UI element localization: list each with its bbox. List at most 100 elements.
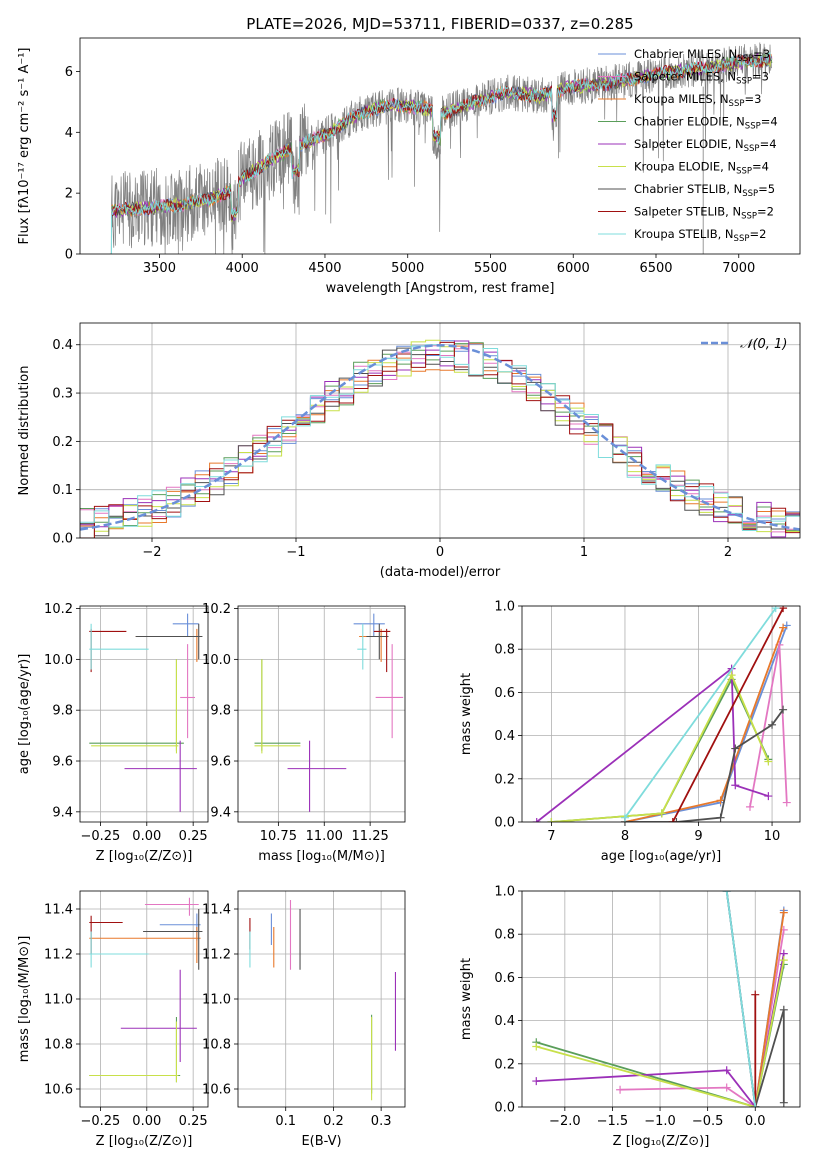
y-tick-label: 9.4 — [52, 805, 73, 820]
legend-label: Salpeter MILES, NSSP=3 — [634, 70, 769, 87]
y-tick-label: 11.2 — [44, 948, 73, 963]
axes-frame — [79, 322, 801, 539]
axes-frame — [237, 605, 406, 823]
x-tick-label: 0.1 — [275, 1114, 296, 1129]
y-axis-label: Flux [fλ10⁻¹⁷ erg cm⁻² s⁻¹ A⁻¹] — [17, 48, 32, 245]
x-tick-label: −1 — [286, 545, 305, 560]
x-tick-label: 0.0 — [745, 1114, 766, 1129]
massweight-marker — [722, 1066, 731, 1075]
legend-label: Salpeter ELODIE, NSSP=4 — [634, 137, 777, 154]
massweight-marker — [771, 606, 780, 613]
errorbar-panel-3: 10.75 11.00 11.25 9.4 9.6 9.8 10.0 10.2 mass [lo… — [202, 602, 406, 864]
y-tick-label: 0.6 — [494, 971, 515, 986]
massweight-marker — [716, 813, 725, 822]
y-tick-label: 11.0 — [44, 993, 73, 1008]
spectrum-legend: Chabrier MILES, NSSP=3 Salpeter MILES, NS… — [598, 47, 778, 244]
massweight-marker — [764, 792, 773, 801]
x-tick-label: 2 — [724, 545, 732, 560]
legend-label: Chabrier ELODIE, NSSP=4 — [634, 115, 778, 132]
axes-frame — [521, 605, 801, 823]
y-tick-label: 0.0 — [52, 532, 73, 547]
y-tick-label: 10.0 — [44, 653, 73, 668]
x-tick-label: 0.3 — [371, 1114, 392, 1129]
y-tick-label: 11.0 — [202, 993, 231, 1008]
x-tick-label: 0.25 — [179, 1114, 208, 1129]
x-tick-label: 4000 — [226, 261, 259, 276]
axes-frame — [79, 890, 209, 1108]
x-tick-label: 0 — [436, 545, 444, 560]
x-tick-label: −1.0 — [644, 1114, 676, 1129]
massweight-marker — [616, 1085, 625, 1094]
x-axis-label: mass [log₁₀(M/M⊙)] — [258, 849, 385, 864]
massweight-marker — [779, 1098, 788, 1107]
y-tick-label: 9.4 — [210, 805, 231, 820]
spectrum-panel: 3500 4000 4500 5000 5500 6000 6500 7000 0 2 4 6 wave… — [17, 37, 801, 296]
massweight-line-kroupa-elodie — [536, 959, 785, 1107]
legend-label: Kroupa STELIB, NSSP=2 — [634, 227, 766, 244]
massweight-marker — [620, 813, 629, 822]
y-axis-label: Normed distribution — [17, 366, 32, 496]
y-tick-label: 1.0 — [494, 600, 515, 615]
y-tick-label: 0.4 — [52, 338, 73, 353]
gaussian-curve — [80, 344, 800, 531]
massweight-marker — [779, 956, 788, 965]
massweight-marker — [668, 818, 677, 822]
x-tick-label: −0.25 — [80, 1114, 120, 1129]
x-tick-label: −2.0 — [549, 1114, 581, 1129]
y-tick-label: 0.1 — [52, 483, 73, 498]
histogram-salpeter-elodie — [80, 340, 800, 538]
y-tick-label: 1.0 — [494, 885, 515, 900]
y-tick-label: 10.6 — [44, 1083, 73, 1098]
x-tick-label: 9 — [694, 829, 702, 844]
x-tick-label: 8 — [621, 829, 629, 844]
y-tick-label: 10.0 — [202, 653, 231, 668]
y-tick-label: 0.4 — [494, 729, 515, 744]
massweight-marker — [779, 623, 788, 632]
y-axis-label: age [log₁₀(age/yr)] — [17, 654, 32, 775]
massweight-marker — [547, 818, 556, 822]
legend-label: Kroupa MILES, NSSP=3 — [634, 92, 761, 109]
massweight-marker — [782, 798, 791, 807]
histogram-plot-area — [80, 339, 800, 538]
errorbar-plot-area — [89, 613, 203, 812]
y-tick-label: 11.2 — [202, 948, 231, 963]
massweight-marker — [722, 1083, 731, 1092]
legend-label: Kroupa ELODIE, NSSP=4 — [634, 160, 769, 177]
x-axis-label: wavelength [Angstrom, rest frame] — [326, 281, 555, 296]
x-tick-label: 6500 — [639, 261, 672, 276]
y-axis-label: mass weight — [459, 673, 474, 755]
errorbar-panel-5: −0.25 0.00 0.25 10.6 10.8 11.0 11.2 11.4 Z [log₁… — [17, 890, 209, 1149]
x-tick-label: 0.2 — [323, 1114, 344, 1129]
massweight-line-chabrier-stelib — [625, 709, 784, 822]
massweight-marker — [532, 818, 541, 822]
massweight-marker — [751, 1103, 760, 1107]
x-tick-label: 0.00 — [132, 829, 161, 844]
x-axis-label: E(B-V) — [301, 1134, 341, 1149]
y-tick-label: 9.8 — [210, 704, 231, 719]
histogram-kroupa-miles — [80, 342, 800, 530]
massweight-line-salpeter-elodie — [536, 666, 769, 822]
x-tick-label: 0.00 — [132, 1114, 161, 1129]
massweight-line-kroupa-miles — [754, 912, 785, 1107]
massweight-line-salpeter-stelib — [672, 607, 784, 822]
axes-frame — [237, 890, 406, 1108]
y-axis-label: mass weight — [459, 958, 474, 1040]
errorbar-plot-area — [249, 900, 397, 1101]
errorbar-panel-2: −0.25 0.00 0.25 9.4 9.6 9.8 10.0 10.2 Z [log₁₀(Z… — [17, 602, 209, 864]
y-tick-label: 10.6 — [202, 1083, 231, 1098]
x-tick-label: −0.5 — [692, 1114, 724, 1129]
massweight-marker — [764, 757, 773, 766]
errorbar-plot-area — [89, 897, 203, 1083]
massweight-marker — [779, 908, 788, 917]
y-tick-label: 0.2 — [494, 772, 515, 787]
massweight-marker — [779, 606, 788, 613]
y-tick-label: 0.0 — [494, 1101, 515, 1116]
x-tick-label: 1 — [580, 545, 588, 560]
massweight-marker — [751, 990, 760, 999]
figure-title: PLATE=2026, MJD=53711, FIBERID=0337, z=0… — [246, 15, 633, 33]
x-tick-label: 4500 — [308, 261, 341, 276]
histogram-panel: −2 −1 0 1 2 0.0 0.1 0.2 0.3 0.4 (data-model)/error… — [17, 322, 801, 580]
x-tick-label: −1.5 — [597, 1114, 629, 1129]
x-tick-label: −2 — [142, 545, 161, 560]
massweight-line-kroupa-stelib — [624, 607, 777, 819]
